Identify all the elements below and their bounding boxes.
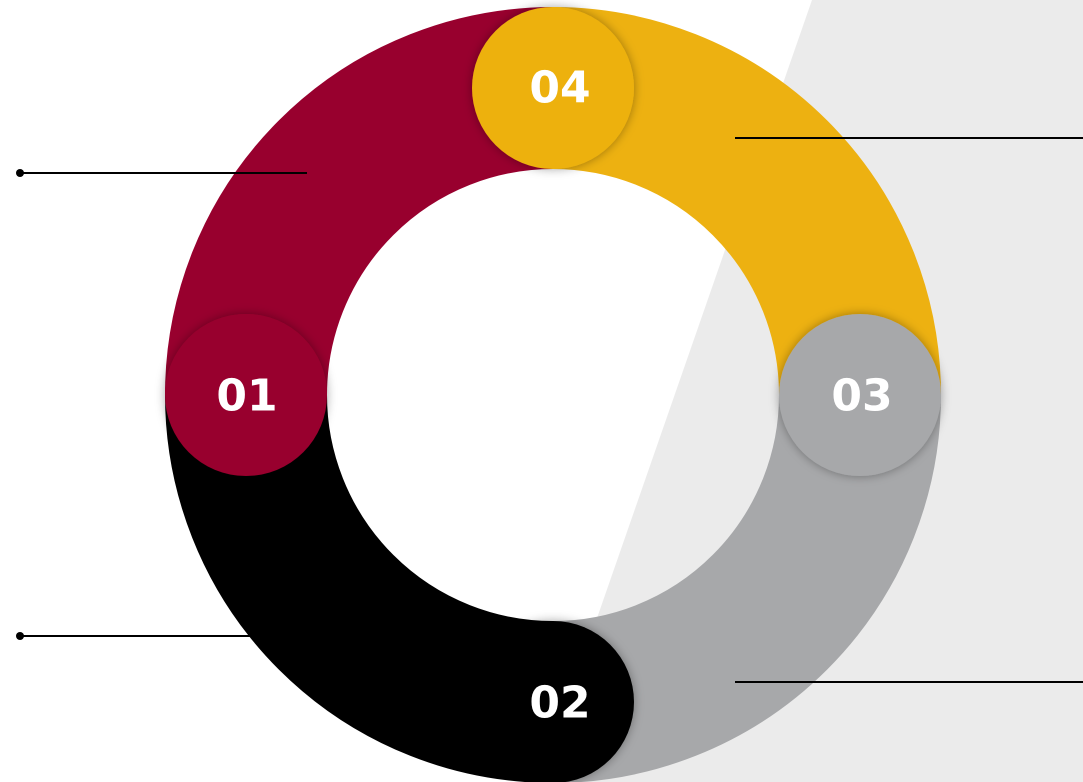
- cap-04: [472, 7, 634, 169]
- node-label: 04: [529, 63, 590, 114]
- connector-dot: [16, 632, 24, 640]
- node-label: 02: [529, 678, 590, 729]
- cap-02: [472, 621, 634, 782]
- node-label: 01: [216, 371, 277, 422]
- connector-dot: [16, 169, 24, 177]
- node-label: 03: [831, 371, 892, 422]
- cap-01-fill: [165, 314, 327, 395]
- cap-03: [779, 314, 941, 476]
